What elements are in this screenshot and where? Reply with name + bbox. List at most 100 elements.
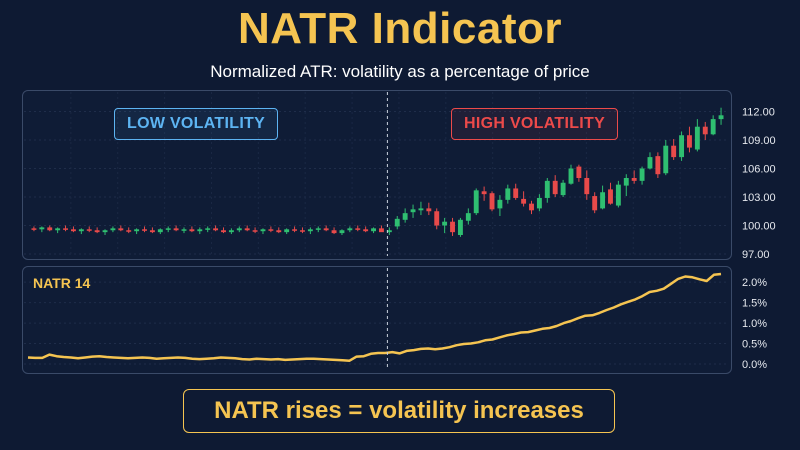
candle — [189, 226, 195, 233]
candle — [631, 170, 637, 184]
candle-body — [631, 178, 637, 181]
candle-body — [544, 180, 550, 198]
candle-body — [694, 126, 700, 150]
candle-body — [70, 229, 76, 232]
candle-body — [718, 115, 724, 120]
candle-body — [157, 229, 163, 233]
candle-body — [465, 213, 471, 221]
candle — [710, 115, 716, 136]
takeaway-callout: NATR rises = volatility increases — [183, 389, 615, 433]
candle — [47, 225, 53, 232]
candle-body — [584, 178, 590, 195]
natr-line — [27, 272, 722, 362]
candle-body — [134, 229, 140, 232]
candle — [379, 225, 384, 233]
price-tick-label: 112.00 — [742, 107, 775, 119]
candle-body — [655, 156, 661, 175]
candle-body — [315, 228, 321, 230]
candle — [497, 195, 503, 216]
candle — [371, 227, 376, 234]
candle-body — [536, 197, 542, 209]
candle-body — [102, 230, 108, 233]
natr-series — [27, 272, 722, 362]
candle — [331, 227, 337, 235]
candle — [663, 140, 669, 176]
high-volatility-badge: HIGH VOLATILITY — [451, 108, 619, 140]
page-title: NATR Indicator — [238, 4, 562, 53]
candle-body — [679, 135, 685, 158]
candle-body — [371, 228, 376, 232]
candle — [94, 227, 100, 234]
candle-body — [55, 228, 61, 231]
candle-body — [702, 126, 708, 135]
candle-body — [450, 221, 455, 233]
candle-body — [647, 157, 653, 169]
candle — [149, 227, 155, 234]
candle — [284, 228, 290, 235]
candle-body — [94, 230, 100, 233]
candle-body — [529, 203, 534, 211]
candle — [173, 225, 179, 232]
candle-body — [173, 228, 179, 231]
candle-body — [221, 230, 226, 233]
candle-body — [110, 228, 116, 231]
candle-body — [663, 145, 669, 174]
candle — [560, 179, 566, 197]
candle — [300, 227, 305, 234]
candlestick-series — [31, 107, 724, 237]
candle — [268, 226, 274, 233]
candle — [197, 227, 203, 235]
candle — [505, 184, 511, 204]
candle — [244, 225, 250, 232]
candle-body — [197, 229, 203, 232]
low-volatility-badge: LOW VOLATILITY — [114, 108, 279, 140]
candle — [323, 225, 329, 232]
candle-body — [386, 230, 392, 233]
candle — [702, 121, 708, 140]
candle-body — [639, 168, 645, 181]
candle-body — [142, 229, 147, 231]
candle-body — [292, 229, 298, 231]
candle-body — [300, 230, 305, 232]
candle — [418, 201, 424, 216]
candle-body — [568, 168, 574, 184]
candle — [608, 182, 613, 205]
natr-tick-label: 1.5% — [742, 298, 767, 310]
price-tick-label: 106.00 — [742, 164, 776, 176]
candle-body — [118, 228, 124, 231]
candle — [102, 229, 108, 235]
candle — [529, 200, 534, 215]
natr-tick-label: 0.0% — [742, 359, 767, 371]
natr-tick-label: 0.5% — [742, 339, 767, 351]
candle-body — [126, 230, 132, 232]
candle-body — [513, 188, 519, 198]
candle-body — [284, 229, 290, 233]
candle — [402, 208, 408, 223]
candle — [260, 228, 266, 235]
candle — [450, 217, 455, 236]
natr-tick-label: 1.0% — [742, 318, 767, 330]
candle-body — [560, 182, 566, 196]
candle-body — [165, 228, 171, 230]
candle-body — [623, 178, 629, 186]
candle-body — [347, 228, 353, 231]
candle — [481, 186, 487, 201]
candle — [134, 228, 140, 235]
candle — [394, 216, 400, 230]
candle — [31, 226, 37, 232]
candle-body — [339, 230, 345, 234]
candle — [513, 183, 519, 200]
candle-body — [63, 228, 68, 230]
candle-body — [268, 229, 274, 231]
candle — [473, 188, 479, 216]
candle — [655, 152, 661, 178]
candle-body — [402, 213, 408, 220]
candle-body — [252, 230, 258, 232]
candle-body — [31, 228, 37, 230]
candle-body — [710, 119, 716, 135]
candle-body — [86, 229, 92, 231]
candle — [78, 228, 84, 235]
candle-body — [505, 188, 511, 200]
candle — [157, 228, 163, 235]
candle — [228, 228, 234, 235]
